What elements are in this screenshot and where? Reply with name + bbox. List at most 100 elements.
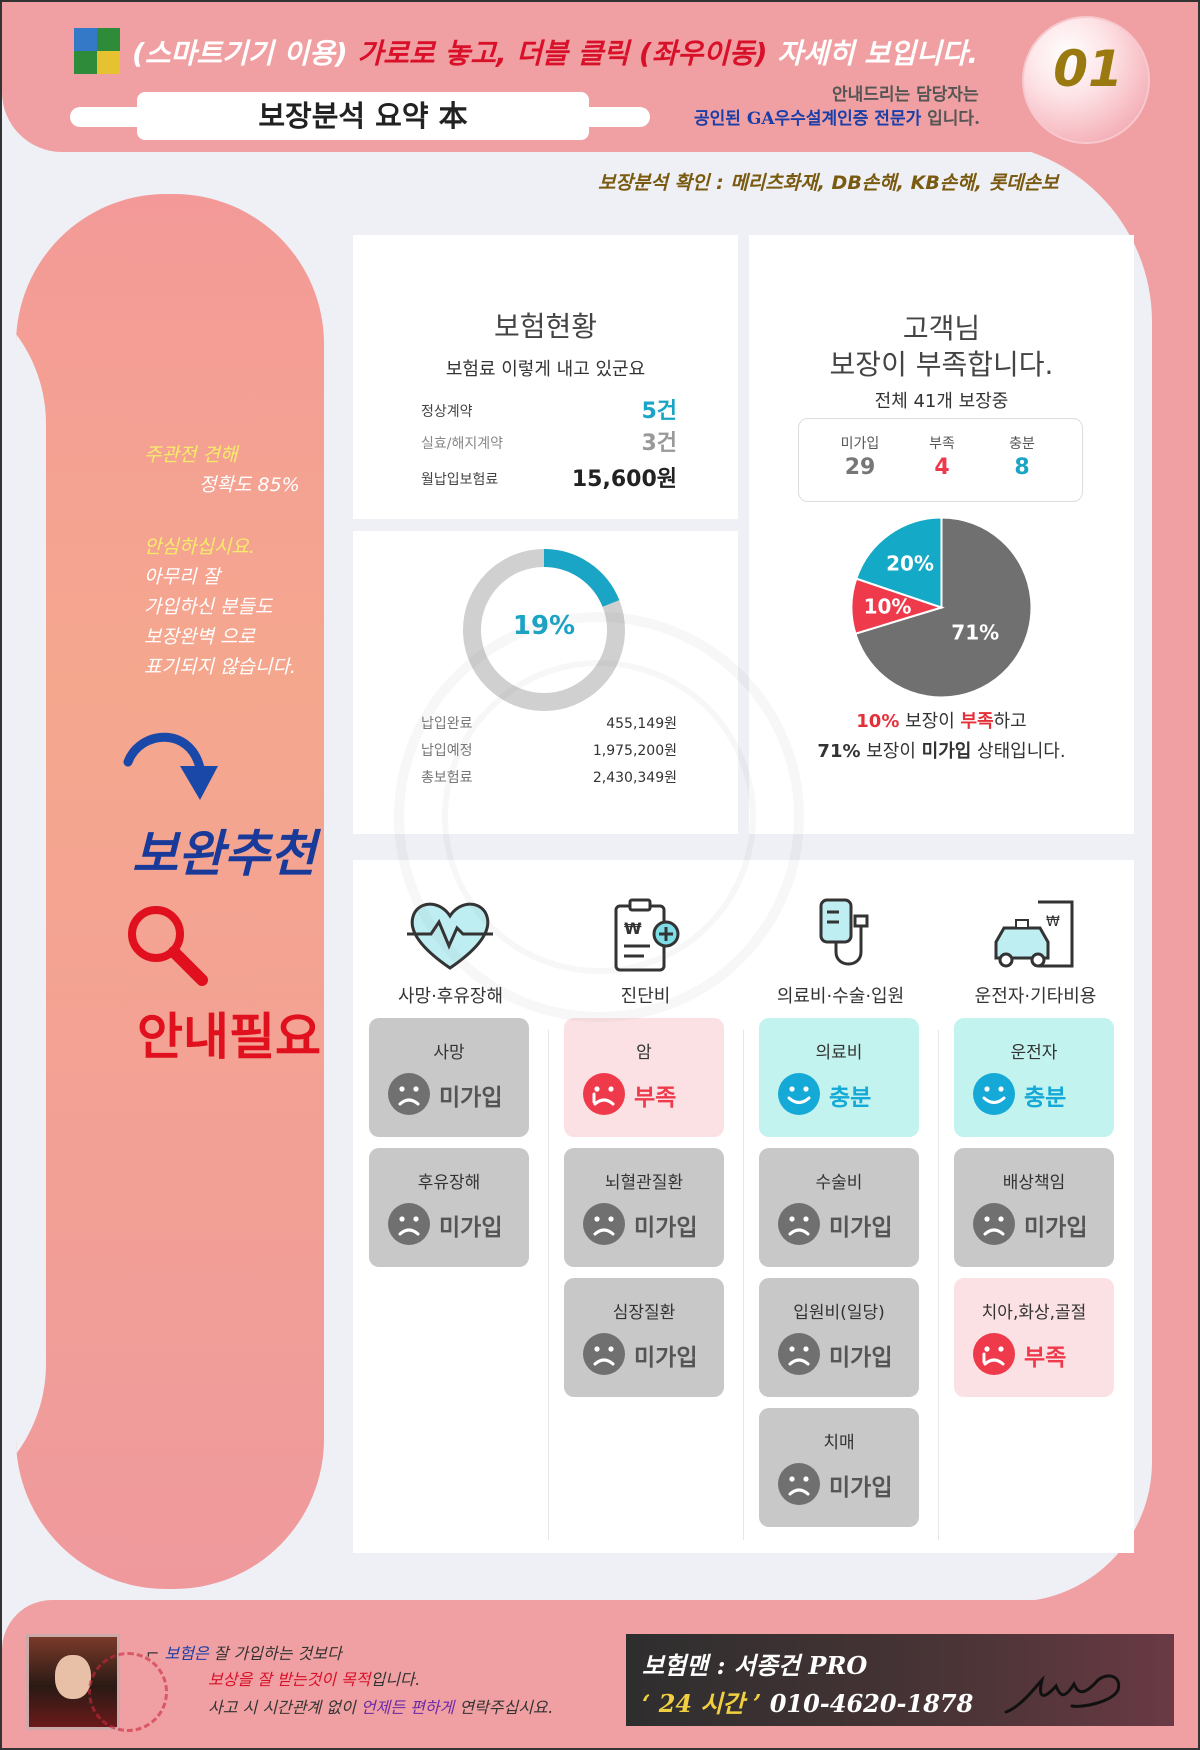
agent-contact[interactable]: ‘ 24 시간 ’ 010-4620-1878 bbox=[642, 1684, 973, 1719]
coverage-item-name: 의료비 bbox=[815, 1043, 863, 1063]
insurance-status-card: 보험현황 보험료 이렇게 내고 있군요 정상계약 5건 실효/해지계약 3건 월… bbox=[353, 235, 738, 519]
insurance-status-subtitle: 보험료 이렇게 내고 있군요 bbox=[445, 359, 646, 380]
footer-keyword: 보상을 잘 받는것이 목적 bbox=[208, 1670, 371, 1689]
sad-face-icon bbox=[778, 1333, 820, 1375]
contract-row: 실효/해지계약 3건 bbox=[421, 425, 677, 456]
coverage-tile: 배상책임 미가입 bbox=[954, 1148, 1114, 1267]
sad-face-icon bbox=[778, 1463, 820, 1505]
coverage-tile: 후유장해 미가입 bbox=[369, 1148, 529, 1267]
app-logo-icon bbox=[74, 28, 120, 74]
header-band: (스마트기기 이용) 가로로 놓고, 더블 클릭 (좌우이동) 자세히 보입니다… bbox=[2, 2, 1198, 152]
smile-face-icon bbox=[973, 1073, 1015, 1115]
footer-band: ⌐ 보험은 잘 가입하는 것보다 보상을 잘 받는것이 목적입니다. 사고 시 … bbox=[2, 1600, 1198, 1748]
coverage-title-line1: 고객님 bbox=[902, 312, 981, 345]
instruction-prefix: (스마트기기 이용) bbox=[132, 37, 348, 70]
note-keyword: 부족 bbox=[960, 711, 994, 732]
pie-slice bbox=[854, 516, 943, 609]
coverage-stats: 미가입 29 부족 4 충분 8 bbox=[798, 418, 1083, 502]
contact-phone[interactable]: 010-4620-1878 bbox=[769, 1689, 974, 1718]
coverage-card: 고객님 보장이 부족합니다. 전체 41개 보장중 미가입 29 부족 4 충분… bbox=[749, 235, 1134, 834]
search-icon bbox=[128, 906, 208, 986]
coverage-tile: 의료비 충분 bbox=[759, 1018, 919, 1137]
watermark-seal-inner bbox=[442, 660, 756, 974]
sad-face-icon bbox=[388, 1073, 430, 1115]
footer-line2: 보상을 잘 받는것이 목적입니다. bbox=[208, 1666, 420, 1690]
coverage-tile: 입원비(일당) 미가입 bbox=[759, 1278, 919, 1397]
note-text: 보장이 bbox=[860, 741, 922, 762]
stat-not-joined: 미가입 29 bbox=[825, 433, 895, 480]
stat-value: 8 bbox=[1014, 455, 1030, 480]
stat-short: 부족 4 bbox=[907, 433, 977, 480]
page-number-badge: 01 bbox=[1022, 16, 1150, 144]
row-label: 실효/해지계약 bbox=[421, 436, 503, 452]
footer-line3: 사고 시 시간관계 없이 언제든 편하게 연락주십시요. bbox=[208, 1694, 553, 1718]
donut-paid-arc bbox=[543, 549, 620, 608]
coverage-item-status: 미가입 bbox=[829, 1345, 893, 1371]
sidebar-capsule bbox=[16, 194, 324, 1589]
accuracy-text: 정확도 85% bbox=[199, 474, 300, 496]
coverage-pie-chart: 71% 10% 20% bbox=[850, 516, 1033, 699]
coverage-note-short: 10% 보장이 부족하고 bbox=[749, 707, 1134, 733]
iv-drip-icon bbox=[819, 898, 869, 966]
contact-hours: ‘ 24 시간 ’ bbox=[642, 1689, 762, 1718]
pie-slice-label: 10% bbox=[864, 595, 912, 619]
coverage-item-name: 심장질환 bbox=[612, 1303, 676, 1323]
agent-certification: 공인된 GA우수설계인증 전문가 bbox=[694, 109, 922, 129]
stat-label: 부족 bbox=[929, 436, 955, 452]
agent-intro-suffix: 입니다. bbox=[921, 109, 980, 129]
agent-name: 보험맨 : 서종건 PRO bbox=[642, 1651, 868, 1680]
footer-text: 잘 가입하는 것보다 bbox=[208, 1644, 342, 1663]
stat-value: 4 bbox=[934, 455, 950, 480]
coverage-item-name: 운전자 bbox=[1010, 1043, 1058, 1063]
sidebar-line: 표기되지 않습니다. bbox=[144, 656, 296, 678]
postal-stamp-icon bbox=[88, 1652, 168, 1732]
row-label: 정상계약 bbox=[421, 404, 473, 420]
opinion-label: 주관전 견해 bbox=[144, 444, 238, 466]
coverage-item-name: 배상책임 bbox=[1002, 1173, 1066, 1193]
sad-face-icon bbox=[583, 1333, 625, 1375]
stat-label: 미가입 bbox=[840, 436, 880, 452]
coverage-item-name: 치아,화상,골절 bbox=[981, 1303, 1087, 1323]
coverage-item-status: 미가입 bbox=[634, 1345, 698, 1371]
sad-face-icon bbox=[778, 1203, 820, 1245]
coverage-item-name: 뇌혈관질환 bbox=[604, 1173, 684, 1193]
note-keyword: 미가입 bbox=[921, 741, 972, 762]
coverage-item-status: 부족 bbox=[1024, 1345, 1067, 1371]
car-receipt-icon: ₩ bbox=[994, 900, 1074, 968]
column-divider bbox=[938, 1030, 939, 1540]
row-value: 15,600원 bbox=[571, 467, 677, 492]
coverage-item-status: 부족 bbox=[634, 1085, 677, 1111]
contract-row: 정상계약 5건 bbox=[421, 393, 677, 424]
coverage-item-status: 미가입 bbox=[439, 1085, 503, 1111]
sidebar-line: 아무리 잘 bbox=[144, 566, 220, 588]
usage-instruction: (스마트기기 이용) 가로로 놓고, 더블 클릭 (좌우이동) 자세히 보입니다… bbox=[132, 32, 978, 72]
curved-arrow-icon bbox=[123, 732, 218, 800]
page-title: 보장분석 요약 本 bbox=[137, 92, 589, 140]
coverage-item-name: 암 bbox=[636, 1043, 652, 1063]
agent-contact-box: 보험맨 : 서종건 PRO ‘ 24 시간 ’ 010-4620-1878 bbox=[626, 1634, 1174, 1726]
guide-needed-label: 안내필요 bbox=[137, 1007, 321, 1066]
stat-value: 29 bbox=[844, 455, 876, 480]
agent-signature bbox=[1004, 1674, 1121, 1714]
coverage-item-status: 충분 bbox=[1024, 1085, 1067, 1111]
row-value: 3건 bbox=[641, 431, 677, 456]
page-number: 01 bbox=[1053, 40, 1123, 98]
footer-text: 입니다. bbox=[370, 1670, 420, 1689]
pie-slice-label: 20% bbox=[886, 552, 934, 576]
note-percent: 71% bbox=[817, 741, 861, 762]
coverage-item-name: 사망 bbox=[433, 1043, 465, 1063]
analysis-insurers: 보장분석 확인 : 메리츠화재, DB손해, KB손해, 롯데손보 bbox=[598, 172, 1059, 194]
row-label: 월납입보험료 bbox=[421, 472, 499, 488]
coverage-item-status: 미가입 bbox=[439, 1215, 503, 1241]
coverage-item-status: 미가입 bbox=[634, 1215, 698, 1241]
sidebar-line: 가입하신 분들도 bbox=[144, 596, 273, 618]
coverage-note-none: 71% 보장이 미가입 상태입니다. bbox=[749, 737, 1134, 763]
footer-keyword: 언제든 편하게 bbox=[360, 1698, 455, 1717]
smile-face-icon bbox=[778, 1073, 820, 1115]
crying-face-icon bbox=[583, 1073, 625, 1115]
